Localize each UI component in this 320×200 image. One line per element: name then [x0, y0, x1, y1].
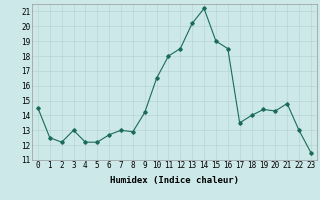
X-axis label: Humidex (Indice chaleur): Humidex (Indice chaleur) — [110, 176, 239, 185]
